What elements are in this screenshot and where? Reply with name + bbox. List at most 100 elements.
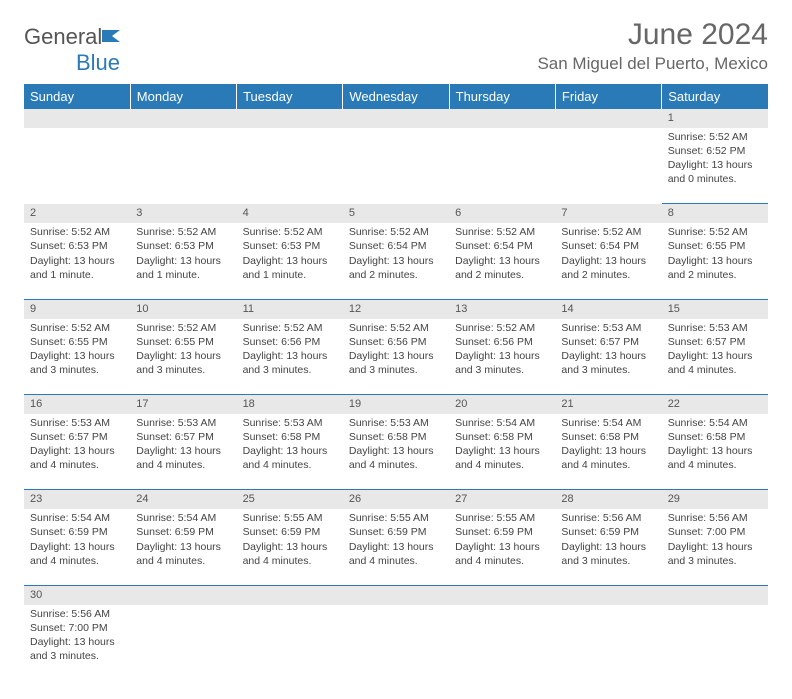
day-number: 2 [24,204,130,223]
day-number: 4 [237,204,343,223]
calendar-table: Sunday Monday Tuesday Wednesday Thursday… [24,84,768,681]
day-cell [662,605,768,681]
day-number: 13 [449,299,555,318]
cell-line-d2: and 4 minutes. [455,554,549,568]
cell-line-d1: Daylight: 13 hours [30,349,124,363]
cell-line-d1: Daylight: 13 hours [349,540,443,554]
day-number [449,585,555,604]
day-cell: Sunrise: 5:52 AMSunset: 6:55 PMDaylight:… [130,319,236,395]
cell-line-d2: and 4 minutes. [455,458,549,472]
day-number: 29 [662,490,768,509]
cell-line-sr: Sunrise: 5:55 AM [455,511,549,525]
day-number: 7 [555,204,661,223]
cell-line-d1: Daylight: 13 hours [136,444,230,458]
day-cell [130,605,236,681]
day-cell: Sunrise: 5:52 AMSunset: 6:56 PMDaylight:… [343,319,449,395]
cell-line-sr: Sunrise: 5:52 AM [668,130,762,144]
cell-line-d2: and 3 minutes. [30,649,124,663]
cell-line-ss: Sunset: 6:56 PM [243,335,337,349]
day-cell [24,128,130,204]
day-number: 11 [237,299,343,318]
cell-line-ss: Sunset: 6:58 PM [455,430,549,444]
cell-line-d2: and 4 minutes. [243,554,337,568]
day-header: Thursday [449,84,555,109]
cell-line-sr: Sunrise: 5:52 AM [136,321,230,335]
day-number: 10 [130,299,236,318]
cell-line-sr: Sunrise: 5:52 AM [243,225,337,239]
daynum-row: 1 [24,109,768,128]
day-cell: Sunrise: 5:53 AMSunset: 6:57 PMDaylight:… [662,319,768,395]
cell-line-sr: Sunrise: 5:52 AM [30,225,124,239]
cell-line-sr: Sunrise: 5:54 AM [668,416,762,430]
cell-line-ss: Sunset: 6:55 PM [136,335,230,349]
cell-line-d1: Daylight: 13 hours [668,254,762,268]
daynum-row: 30 [24,585,768,604]
cell-line-ss: Sunset: 7:00 PM [668,525,762,539]
cell-line-ss: Sunset: 6:53 PM [30,239,124,253]
cell-line-d1: Daylight: 13 hours [561,349,655,363]
brand-text: General Blue [24,24,124,76]
location: San Miguel del Puerto, Mexico [537,54,768,74]
month-title: June 2024 [537,18,768,52]
day-cell: Sunrise: 5:53 AMSunset: 6:57 PMDaylight:… [24,414,130,490]
day-number: 26 [343,490,449,509]
info-row: Sunrise: 5:52 AMSunset: 6:52 PMDaylight:… [24,128,768,204]
cell-line-ss: Sunset: 6:58 PM [349,430,443,444]
title-block: June 2024 San Miguel del Puerto, Mexico [537,18,768,74]
day-cell: Sunrise: 5:55 AMSunset: 6:59 PMDaylight:… [343,509,449,585]
day-number: 20 [449,395,555,414]
cell-line-ss: Sunset: 6:53 PM [136,239,230,253]
cell-line-d2: and 1 minute. [243,268,337,282]
cell-line-ss: Sunset: 6:56 PM [349,335,443,349]
cell-line-ss: Sunset: 6:57 PM [668,335,762,349]
cell-line-d1: Daylight: 13 hours [668,540,762,554]
cell-line-d1: Daylight: 13 hours [349,254,443,268]
cell-line-ss: Sunset: 6:59 PM [561,525,655,539]
day-cell [449,605,555,681]
daynum-row: 16171819202122 [24,395,768,414]
cell-line-d2: and 4 minutes. [349,554,443,568]
day-number: 12 [343,299,449,318]
cell-line-ss: Sunset: 6:59 PM [455,525,549,539]
cell-line-d1: Daylight: 13 hours [243,349,337,363]
cell-line-sr: Sunrise: 5:54 AM [136,511,230,525]
cell-line-d1: Daylight: 13 hours [136,349,230,363]
day-number [449,109,555,128]
cell-line-sr: Sunrise: 5:52 AM [136,225,230,239]
day-number: 25 [237,490,343,509]
cell-line-d1: Daylight: 13 hours [30,540,124,554]
cell-line-d2: and 3 minutes. [455,363,549,377]
day-header: Sunday [24,84,130,109]
day-number: 27 [449,490,555,509]
day-number: 9 [24,299,130,318]
day-number: 22 [662,395,768,414]
cell-line-d2: and 3 minutes. [243,363,337,377]
day-number: 18 [237,395,343,414]
cell-line-sr: Sunrise: 5:53 AM [30,416,124,430]
cell-line-d2: and 4 minutes. [30,458,124,472]
cell-line-d2: and 4 minutes. [668,363,762,377]
day-cell: Sunrise: 5:53 AMSunset: 6:58 PMDaylight:… [237,414,343,490]
day-number: 8 [662,204,768,223]
day-header: Monday [130,84,236,109]
cell-line-d1: Daylight: 13 hours [668,158,762,172]
cell-line-sr: Sunrise: 5:53 AM [349,416,443,430]
cell-line-d2: and 3 minutes. [561,554,655,568]
day-number: 6 [449,204,555,223]
cell-line-d1: Daylight: 13 hours [136,254,230,268]
day-number: 15 [662,299,768,318]
day-cell: Sunrise: 5:52 AMSunset: 6:54 PMDaylight:… [449,223,555,299]
day-header: Tuesday [237,84,343,109]
day-header-row: Sunday Monday Tuesday Wednesday Thursday… [24,84,768,109]
cell-line-d1: Daylight: 13 hours [455,254,549,268]
cell-line-ss: Sunset: 6:57 PM [136,430,230,444]
day-number: 30 [24,585,130,604]
cell-line-d2: and 0 minutes. [668,172,762,186]
day-cell: Sunrise: 5:54 AMSunset: 6:58 PMDaylight:… [555,414,661,490]
day-cell: Sunrise: 5:52 AMSunset: 6:55 PMDaylight:… [24,319,130,395]
cell-line-sr: Sunrise: 5:55 AM [349,511,443,525]
cell-line-d1: Daylight: 13 hours [561,540,655,554]
cell-line-d1: Daylight: 13 hours [349,349,443,363]
cell-line-ss: Sunset: 6:59 PM [136,525,230,539]
day-cell: Sunrise: 5:55 AMSunset: 6:59 PMDaylight:… [449,509,555,585]
